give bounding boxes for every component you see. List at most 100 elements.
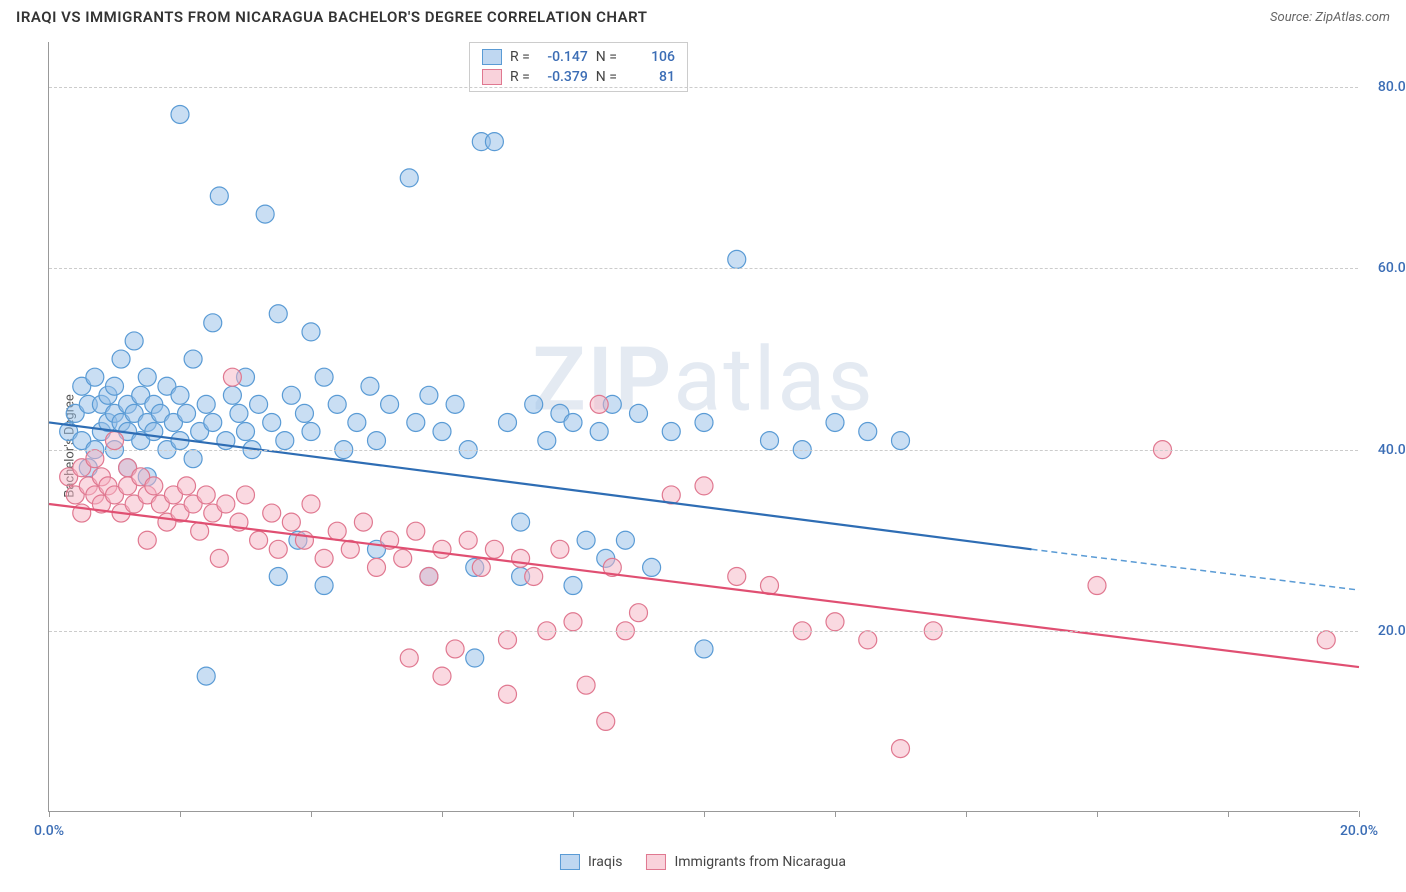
data-point — [112, 350, 130, 368]
data-point — [466, 649, 484, 667]
data-point — [630, 404, 648, 422]
trendline-iraqis-extrapolated — [1032, 549, 1360, 590]
data-point — [1088, 577, 1106, 595]
chart-container: IRAQI VS IMMIGRANTS FROM NICARAGUA BACHE… — [0, 0, 1406, 892]
data-point — [433, 423, 451, 441]
data-point — [138, 368, 156, 386]
data-point — [472, 558, 490, 576]
xtick — [442, 811, 443, 817]
data-point — [728, 250, 746, 268]
legend-label-1: Iraqis — [588, 854, 622, 870]
legend-item-nicaragua: Immigrants from Nicaragua — [646, 854, 846, 870]
data-point — [1317, 631, 1335, 649]
gridline-h — [49, 450, 1358, 451]
data-point — [106, 377, 124, 395]
data-point — [538, 432, 556, 450]
xtick — [1359, 811, 1360, 817]
r-label-2: R = — [510, 69, 530, 85]
data-point — [86, 450, 104, 468]
data-point — [400, 649, 418, 667]
swatch-blue — [482, 49, 502, 65]
data-point — [577, 676, 595, 694]
data-point — [485, 540, 503, 558]
data-point — [662, 423, 680, 441]
swatch-pink — [482, 69, 502, 85]
data-point — [420, 386, 438, 404]
data-point — [512, 513, 530, 531]
series-legend: Iraqis Immigrants from Nicaragua — [560, 854, 846, 870]
data-point — [368, 558, 386, 576]
data-point — [328, 395, 346, 413]
data-point — [433, 540, 451, 558]
data-point — [394, 549, 412, 567]
data-point — [564, 613, 582, 631]
data-point — [269, 305, 287, 323]
data-point — [86, 368, 104, 386]
swatch-blue-icon — [560, 854, 580, 870]
data-point — [223, 368, 241, 386]
data-point — [315, 368, 333, 386]
plot-area: ZIPatlas R = -0.147 N = 106 R = -0.379 N… — [48, 42, 1358, 812]
ytick-label: 20.0% — [1378, 623, 1406, 639]
data-point — [191, 522, 209, 540]
xtick-label: 20.0% — [1340, 823, 1378, 839]
data-point — [695, 413, 713, 431]
data-point — [761, 432, 779, 450]
data-point — [499, 631, 517, 649]
data-point — [204, 314, 222, 332]
data-point — [512, 549, 530, 567]
r-value-2: -0.379 — [538, 69, 588, 85]
data-point — [407, 522, 425, 540]
data-point — [577, 531, 595, 549]
legend-label-2: Immigrants from Nicaragua — [674, 854, 846, 870]
data-point — [348, 413, 366, 431]
r-label: R = — [510, 49, 530, 65]
data-point — [145, 477, 163, 495]
data-point — [328, 522, 346, 540]
xtick — [573, 811, 574, 817]
data-point — [302, 495, 320, 513]
data-point — [263, 504, 281, 522]
data-point — [859, 423, 877, 441]
gridline-h — [49, 268, 1358, 269]
data-point — [210, 187, 228, 205]
data-point — [315, 549, 333, 567]
data-point — [859, 631, 877, 649]
swatch-pink-icon — [646, 854, 666, 870]
data-point — [407, 413, 425, 431]
data-point — [590, 423, 608, 441]
data-point — [892, 432, 910, 450]
legend-row-2: R = -0.379 N = 81 — [482, 67, 675, 87]
n-label: N = — [596, 49, 617, 65]
ytick-label: 80.0% — [1378, 79, 1406, 95]
r-value-1: -0.147 — [538, 49, 588, 65]
data-point — [892, 740, 910, 758]
data-point — [630, 604, 648, 622]
data-point — [171, 105, 189, 123]
xtick-label: 0.0% — [34, 823, 64, 839]
data-point — [223, 386, 241, 404]
data-point — [499, 413, 517, 431]
gridline-h — [49, 631, 1358, 632]
data-point — [499, 685, 517, 703]
data-point — [728, 567, 746, 585]
data-point — [826, 413, 844, 431]
xtick — [835, 811, 836, 817]
data-point — [826, 613, 844, 631]
data-point — [250, 531, 268, 549]
xtick — [180, 811, 181, 817]
data-point — [125, 332, 143, 350]
data-point — [210, 549, 228, 567]
data-point — [597, 712, 615, 730]
data-point — [256, 205, 274, 223]
correlation-legend: R = -0.147 N = 106 R = -0.379 N = 81 — [469, 42, 688, 92]
data-point — [361, 377, 379, 395]
data-point — [525, 567, 543, 585]
data-point — [695, 640, 713, 658]
legend-row-1: R = -0.147 N = 106 — [482, 47, 675, 67]
xtick — [1097, 811, 1098, 817]
data-point — [263, 413, 281, 431]
data-point — [269, 540, 287, 558]
data-point — [282, 386, 300, 404]
data-point — [237, 423, 255, 441]
